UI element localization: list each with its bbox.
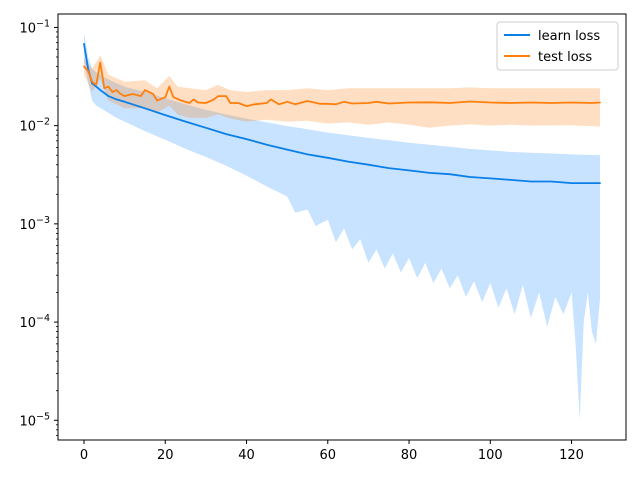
x-tick-label: 0 <box>80 448 88 463</box>
series-line-learn-loss <box>83 43 601 185</box>
legend-label: learn loss <box>538 29 600 44</box>
y-tick-label: 10−2 <box>19 117 50 135</box>
plot-area <box>83 32 601 421</box>
band-test-loss <box>84 55 600 128</box>
legend: learn loss test loss <box>496 21 619 71</box>
axes-frame <box>57 13 627 441</box>
y-tick-label: 10−3 <box>19 215 50 233</box>
x-tick-label: 40 <box>238 448 255 463</box>
y-tick-label: 10−5 <box>19 411 50 429</box>
legend-label: test loss <box>538 50 592 65</box>
axes: 0 20 40 60 80 100 120 10−5 10−4 10−3 10−2 10−1 <box>19 13 627 463</box>
y-tick-label: 10−1 <box>19 18 50 36</box>
x-tick-label: 60 <box>320 448 337 463</box>
x-tick-label: 100 <box>478 448 503 463</box>
y-tick-label: 10−4 <box>19 313 50 331</box>
x-tick-label: 120 <box>559 448 584 463</box>
x-tick-label: 20 <box>157 448 174 463</box>
series-line-test-loss <box>83 61 601 107</box>
x-tick-label: 80 <box>401 448 418 463</box>
